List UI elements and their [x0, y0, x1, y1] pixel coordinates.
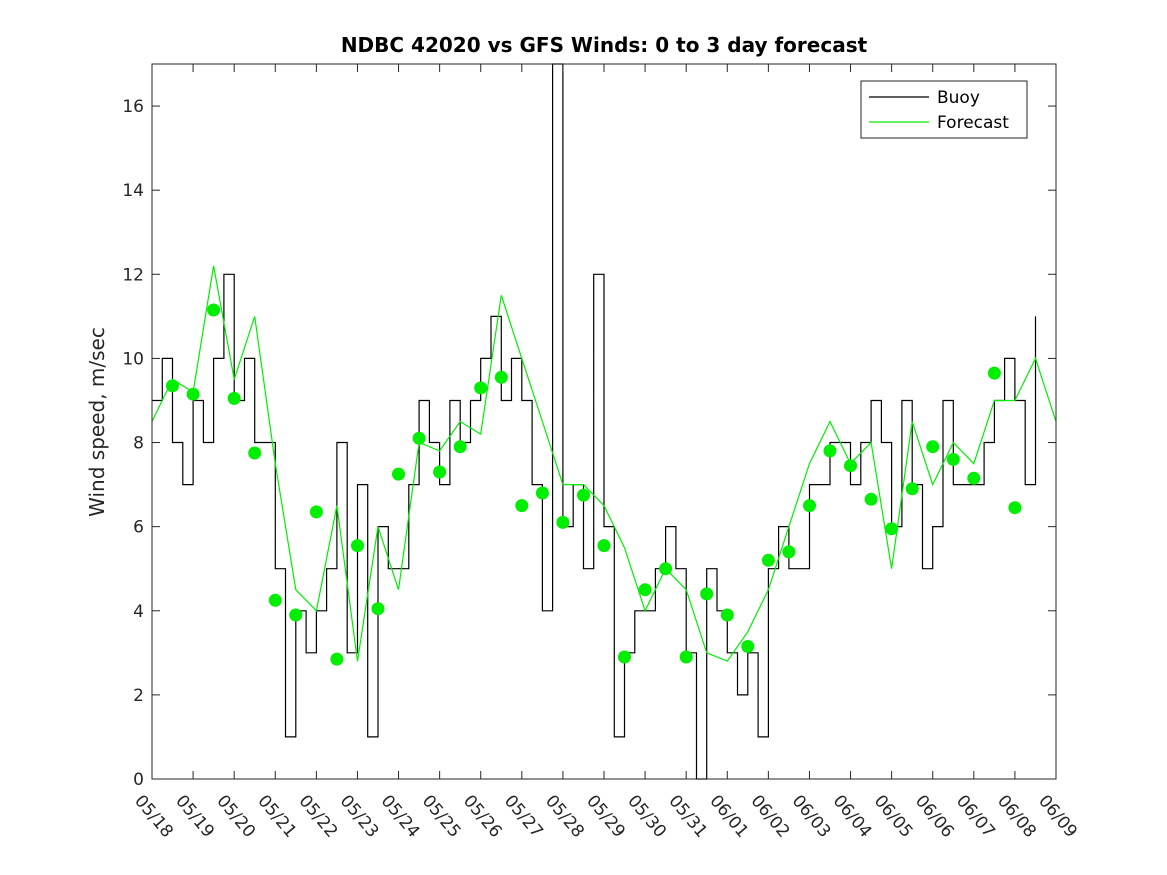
- forecast-marker-point: [720, 608, 734, 622]
- forecast-marker-point: [618, 650, 631, 664]
- forecast-marker-point: [433, 465, 447, 479]
- y-tick-label: 4: [133, 602, 144, 622]
- forecast-series-line: [151, 265, 1057, 662]
- y-tick-label: 16: [122, 97, 144, 117]
- chart-title: NDBC 42020 vs GFS Winds: 0 to 3 day fore…: [341, 33, 868, 57]
- forecast-marker-point: [926, 440, 940, 454]
- legend-buoy-label: Buoy: [937, 88, 980, 108]
- forecast-marker-point: [823, 444, 837, 458]
- forecast-marker-point: [864, 492, 878, 506]
- forecast-marker-point: [248, 446, 262, 460]
- forecast-marker-point: [761, 553, 775, 567]
- forecast-marker-point: [679, 650, 693, 664]
- forecast-marker-point: [309, 505, 323, 519]
- forecast-marker-point: [803, 499, 816, 513]
- forecast-marker-point: [577, 488, 590, 502]
- forecast-marker-point: [597, 539, 611, 553]
- forecast-marker-point: [412, 431, 426, 445]
- y-tick-label: 8: [133, 434, 144, 454]
- y-axis-label: Wind speed, m/sec: [85, 327, 109, 517]
- forecast-marker-point: [289, 608, 303, 622]
- forecast-marker-point: [166, 379, 179, 393]
- legend-box: [860, 80, 1028, 139]
- forecast-marker-point: [227, 391, 241, 405]
- forecast-marker-point: [453, 440, 467, 454]
- y-tick-label: 0: [133, 770, 144, 790]
- forecast-marker-point: [782, 545, 796, 559]
- forecast-marker-point: [515, 499, 529, 513]
- y-tick-label: 12: [122, 265, 144, 285]
- forecast-marker-point: [659, 562, 673, 576]
- forecast-marker-point: [268, 593, 282, 607]
- forecast-marker-point: [946, 452, 960, 466]
- forecast-marker-point: [474, 381, 488, 395]
- forecast-marker-point: [844, 459, 857, 473]
- y-tick-label: 6: [133, 518, 144, 538]
- forecast-marker-point: [330, 652, 344, 666]
- forecast-marker-point: [494, 370, 508, 384]
- y-tick-label: 2: [133, 686, 144, 706]
- forecast-marker-point: [638, 583, 652, 597]
- plot-area: [151, 63, 1057, 780]
- forecast-marker-point: [905, 482, 919, 496]
- legend-forecast-label: Forecast: [937, 113, 1009, 133]
- forecast-marker-point: [556, 515, 570, 529]
- forecast-marker-point: [371, 602, 385, 616]
- forecast-marker-point: [1008, 501, 1022, 515]
- forecast-marker-point: [967, 471, 981, 485]
- y-tick-label: 14: [122, 181, 144, 201]
- y-tick-label: 10: [122, 349, 144, 369]
- forecast-marker-point: [351, 539, 364, 553]
- forecast-marker-point: [186, 387, 200, 401]
- legend: Buoy Forecast: [860, 80, 1028, 139]
- forecast-marker-point: [741, 640, 755, 653]
- forecast-marker-point: [885, 522, 899, 536]
- forecast-marker-point: [207, 303, 221, 317]
- forecast-marker-point: [392, 467, 405, 481]
- forecast-marker-point: [987, 366, 1001, 380]
- forecast-marker-point: [535, 486, 549, 500]
- forecast-marker-point: [700, 587, 714, 601]
